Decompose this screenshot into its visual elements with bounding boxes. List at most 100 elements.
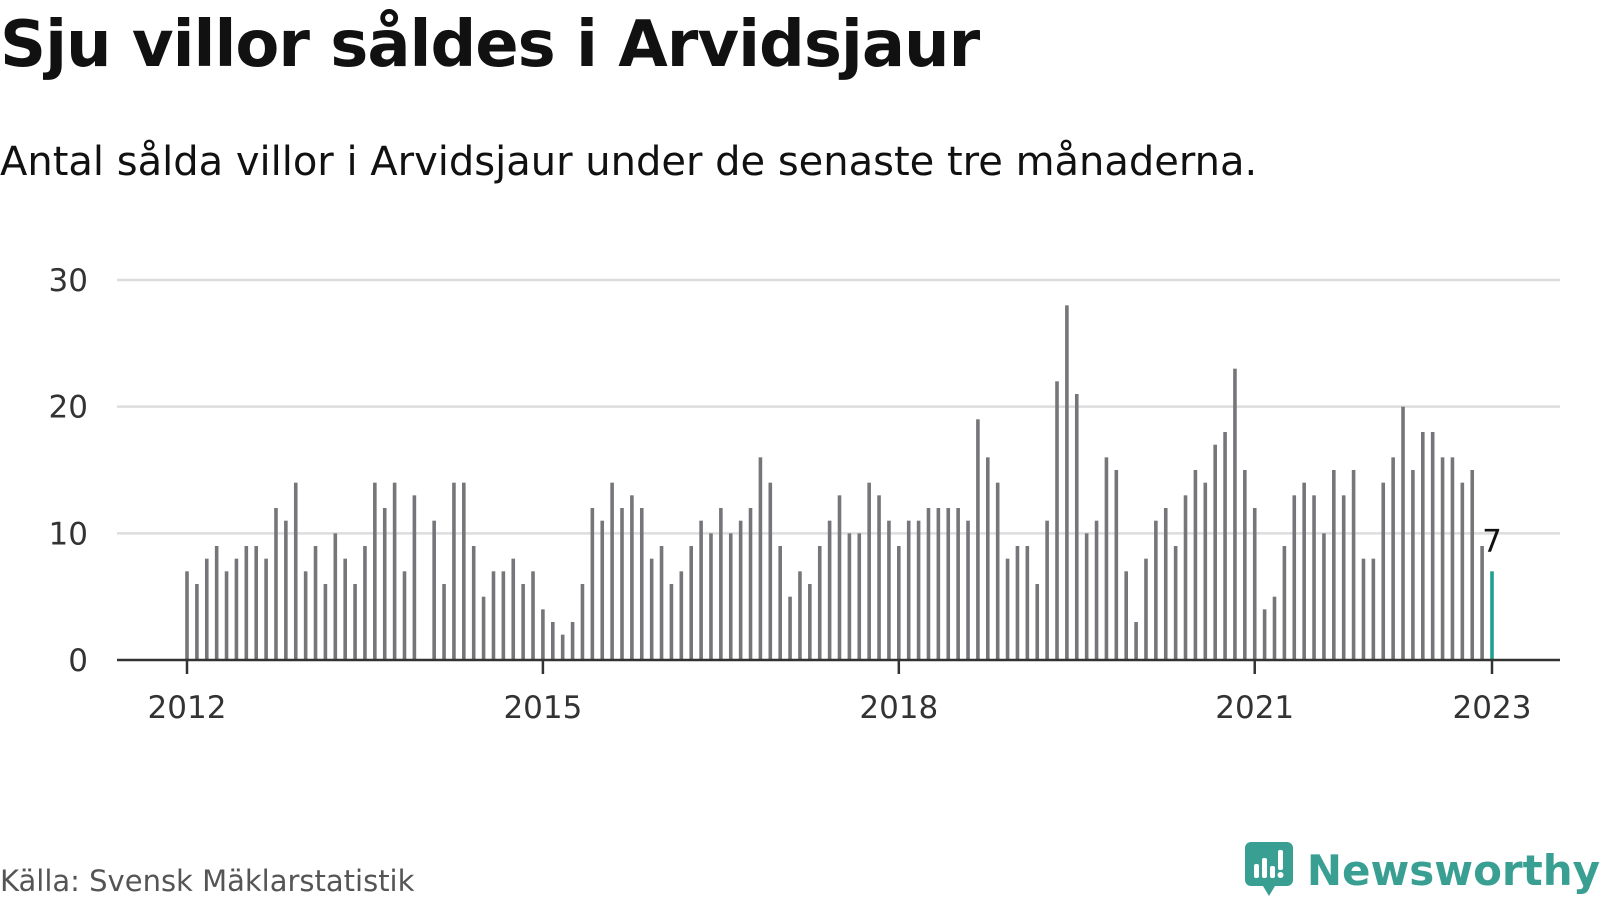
bar (185, 571, 189, 660)
x-tick-label-2015: 2015 (503, 690, 582, 720)
y-tick-label-10: 10 (49, 516, 88, 552)
bar (1312, 495, 1316, 660)
brand-logo[interactable]: Newsworthy (1244, 840, 1600, 900)
bar (966, 520, 970, 660)
y-tick-label-0: 0 (68, 643, 88, 679)
bar (491, 571, 496, 660)
bar (1163, 508, 1168, 660)
bar (867, 482, 871, 660)
bar (679, 571, 684, 660)
bar (926, 508, 931, 660)
bar (1272, 596, 1277, 660)
brand-name: Newsworthy (1306, 845, 1600, 895)
bar (521, 584, 525, 660)
bar (887, 520, 891, 660)
x-tick-label-2021: 2021 (1215, 690, 1294, 720)
bar (432, 520, 436, 660)
highlight-value-label: 7 (1482, 523, 1502, 559)
bar (719, 508, 723, 660)
bar (916, 520, 921, 660)
bar (531, 571, 535, 660)
bar (728, 533, 733, 660)
chart-subtitle: Antal sålda villor i Arvidsjaur under de… (0, 139, 1258, 185)
bar (551, 622, 555, 660)
bar (995, 482, 1000, 660)
bar (1440, 457, 1445, 660)
bar (1025, 546, 1030, 660)
bar (778, 546, 782, 660)
bar (195, 584, 199, 660)
newsworthy-logo-icon (1244, 842, 1293, 896)
bar (1391, 457, 1395, 660)
bar (560, 634, 565, 660)
bar (254, 546, 258, 660)
bar (748, 508, 753, 660)
bar (936, 508, 941, 660)
bar (709, 533, 713, 660)
bar (373, 482, 377, 660)
bar (204, 558, 209, 660)
bar (1292, 495, 1297, 660)
bar (1124, 571, 1128, 660)
bar (1282, 546, 1287, 660)
bar (1005, 558, 1010, 660)
bar (1094, 520, 1099, 660)
bar (1233, 368, 1237, 660)
bar (1322, 533, 1326, 660)
bar (1252, 508, 1257, 660)
bar (452, 482, 456, 660)
bar (1134, 622, 1138, 660)
x-tick-label-2018: 2018 (859, 690, 938, 720)
bar (600, 520, 605, 660)
y-tick-label-30: 30 (49, 263, 88, 299)
bar (827, 520, 832, 660)
source-note: Källa: Svensk Mäklarstatistik (0, 864, 415, 898)
bar (284, 520, 288, 660)
bar (481, 596, 486, 660)
bar (1332, 470, 1336, 660)
bar (501, 571, 506, 660)
bar (1341, 495, 1346, 660)
x-tick-label-2012: 2012 (148, 690, 227, 720)
bar (511, 558, 516, 660)
bar (630, 495, 634, 660)
bar (1361, 558, 1366, 660)
bar (1243, 470, 1247, 660)
bar (293, 482, 298, 660)
bar (313, 546, 318, 660)
x-tick-label-2023: 2023 (1453, 690, 1532, 720)
bar (1371, 558, 1376, 660)
annotations: 7 (1482, 523, 1502, 559)
bar (1144, 558, 1148, 660)
bar (798, 571, 802, 660)
bar (1223, 432, 1227, 660)
bar (382, 508, 387, 660)
bar (1302, 482, 1306, 660)
bars (185, 305, 1494, 660)
bar (412, 495, 417, 660)
x-axis-ticks: 2012 2015 2018 2021 2023 (148, 660, 1532, 720)
bar (1015, 546, 1020, 660)
bar (1430, 432, 1435, 660)
bar (363, 546, 367, 660)
bar (323, 584, 328, 660)
y-axis-ticks: 0 10 20 30 (49, 263, 88, 679)
bar (392, 482, 397, 660)
y-tick-label-20: 20 (49, 390, 88, 426)
bar (689, 546, 693, 660)
bar (897, 546, 901, 660)
bar (946, 508, 951, 660)
bar (738, 520, 743, 660)
bar (343, 558, 347, 660)
bar (224, 571, 229, 660)
bar (1450, 457, 1455, 660)
bar (1104, 457, 1109, 660)
bar (214, 546, 219, 660)
bar (808, 584, 812, 660)
bar (1065, 305, 1069, 660)
bar (768, 482, 773, 660)
bar (402, 571, 407, 660)
bar (1401, 406, 1405, 660)
bar (442, 584, 446, 660)
bar (1411, 470, 1415, 660)
